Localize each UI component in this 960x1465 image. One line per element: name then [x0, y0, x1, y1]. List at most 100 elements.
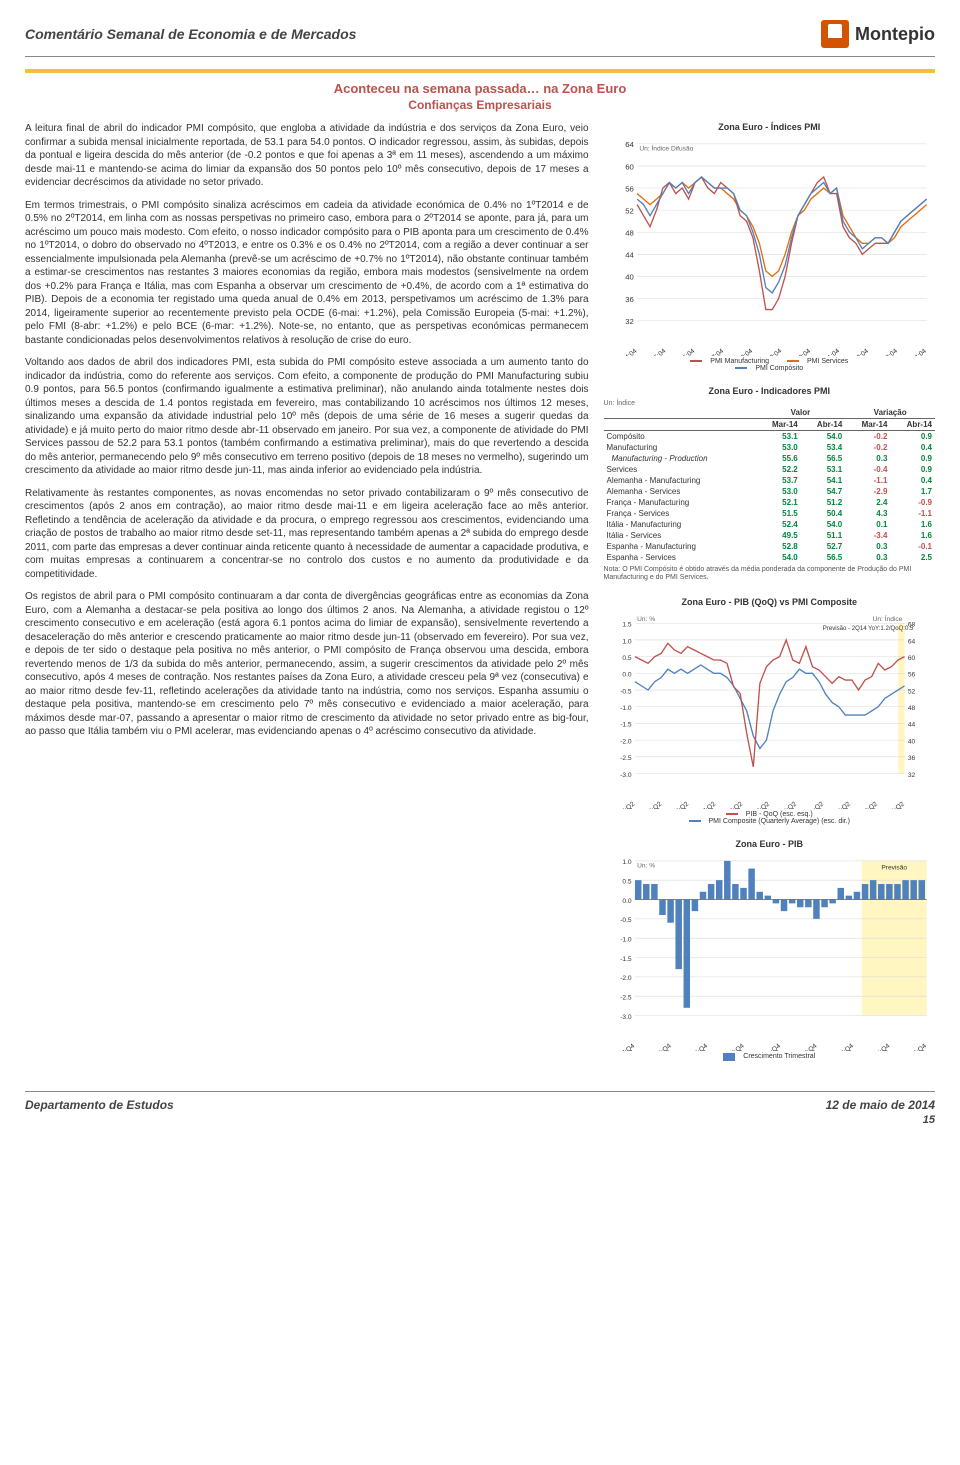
sidebar-charts: Zona Euro - Índices PMI 3236404448525660…	[604, 122, 935, 1075]
svg-text:1.0: 1.0	[622, 638, 632, 645]
svg-text:-2.0: -2.0	[620, 975, 632, 982]
brand-text: Montepio	[855, 24, 935, 45]
chart-legend: PIB - QoQ (esc. esq.) PMI Composite (Qua…	[604, 811, 935, 825]
legend-label: PMI Composite (Quarterly Average) (esc. …	[709, 818, 850, 825]
chart-title: Zona Euro - PIB	[604, 839, 935, 849]
paragraph: Relativamente às restantes componentes, …	[25, 487, 589, 582]
svg-text:Un: %: Un: %	[637, 862, 655, 869]
svg-text:36: 36	[625, 295, 634, 304]
svg-text:-0.5: -0.5	[620, 917, 632, 924]
svg-text:2009:Q4: 2009:Q4	[685, 1042, 709, 1050]
svg-text:48: 48	[625, 229, 634, 238]
svg-text:2010:04: 2010:04	[789, 348, 812, 356]
svg-text:40: 40	[907, 738, 915, 745]
svg-text:48: 48	[907, 705, 915, 712]
svg-text:32: 32	[625, 317, 634, 326]
svg-text:2010:Q2: 2010:Q2	[774, 800, 798, 808]
svg-text:-2.0: -2.0	[620, 738, 632, 745]
svg-text:2004:04: 2004:04	[615, 348, 638, 356]
svg-text:1.5: 1.5	[622, 621, 632, 628]
svg-text:2010:Q4: 2010:Q4	[721, 1042, 745, 1050]
chart-svg: 323640444852566064Un: Índice Difusão2004…	[604, 135, 935, 356]
svg-text:0.5: 0.5	[622, 878, 632, 885]
svg-text:2007:Q4: 2007:Q4	[612, 1042, 636, 1050]
svg-text:52: 52	[625, 206, 634, 215]
svg-text:Un: %: Un: %	[637, 616, 655, 623]
page-header: Comentário Semanal de Economia e de Merc…	[25, 20, 935, 57]
svg-text:2008:04: 2008:04	[731, 348, 754, 356]
svg-text:60: 60	[625, 162, 634, 171]
svg-text:-2.5: -2.5	[620, 755, 632, 762]
svg-text:2005:04: 2005:04	[644, 348, 667, 356]
svg-text:2004:Q2: 2004:Q2	[612, 800, 636, 808]
footer-left: Departamento de Estudos	[25, 1098, 174, 1126]
legend-label: PIB - QoQ (esc. esq.)	[746, 811, 813, 818]
svg-text:2013:Q2: 2013:Q2	[854, 800, 878, 808]
footer-right: 12 de maio de 2014 15	[826, 1098, 935, 1126]
svg-text:36: 36	[907, 755, 915, 762]
paragraph: A leitura final de abril do indicador PM…	[25, 122, 589, 190]
svg-text:2014:Q2: 2014:Q2	[881, 800, 905, 808]
chart-pib-pmi: Zona Euro - PIB (QoQ) vs PMI Composite P…	[604, 597, 935, 825]
chart-svg: Previsão - 2Q14 YoY:1.2/QoQ:0.5 -3.0 -2.5 -…	[604, 610, 935, 809]
svg-text:0.5: 0.5	[622, 655, 632, 662]
svg-text:Un: Índice: Un: Índice	[872, 614, 902, 623]
svg-text:-1.0: -1.0	[620, 705, 632, 712]
svg-text:68: 68	[907, 621, 915, 628]
svg-text:Previsão: Previsão	[881, 864, 907, 871]
svg-text:2012:Q4: 2012:Q4	[794, 1042, 818, 1050]
svg-text:2011:Q4: 2011:Q4	[758, 1042, 782, 1050]
svg-text:2007:Q2: 2007:Q2	[693, 800, 717, 808]
svg-text:Un: Índice Difusão: Un: Índice Difusão	[639, 143, 693, 152]
data-table: ValorVariaçãoMar-14Abr-14Mar-14Abr-14Com…	[604, 407, 935, 563]
svg-text:2008:Q4: 2008:Q4	[648, 1042, 672, 1050]
svg-text:2014:04: 2014:04	[905, 348, 928, 356]
chart-pmi-indices: Zona Euro - Índices PMI 3236404448525660…	[604, 122, 935, 372]
svg-text:-1.0: -1.0	[620, 936, 632, 943]
svg-text:60: 60	[907, 655, 915, 662]
paragraph: Em termos trimestrais, o PMI compósito s…	[25, 199, 589, 348]
svg-text:-3.0: -3.0	[620, 772, 632, 779]
svg-text:2009:04: 2009:04	[760, 348, 783, 356]
svg-text:2012:Q2: 2012:Q2	[827, 800, 851, 808]
svg-text:-0.5: -0.5	[620, 688, 632, 695]
paragraph: Voltando aos dados de abril dos indicado…	[25, 356, 589, 478]
svg-text:2007:04: 2007:04	[702, 348, 725, 356]
svg-text:-2.5: -2.5	[620, 994, 632, 1001]
table-title: Zona Euro - Indicadores PMI	[604, 386, 935, 396]
chart-legend: Crescimento Trimestral	[604, 1053, 935, 1061]
svg-text:-1.5: -1.5	[620, 955, 632, 962]
svg-text:64: 64	[625, 140, 634, 149]
svg-text:2006:04: 2006:04	[673, 348, 696, 356]
table-unit: Un: Índice	[604, 400, 935, 407]
svg-text:2013:04: 2013:04	[876, 348, 899, 356]
svg-text:64: 64	[907, 638, 915, 645]
svg-text:-1.5: -1.5	[620, 722, 632, 729]
section-title: Aconteceu na semana passada… na Zona Eur…	[25, 81, 935, 96]
svg-text:2014:Q4: 2014:Q4	[867, 1042, 891, 1050]
svg-text:2011:Q2: 2011:Q2	[801, 800, 825, 808]
accent-bar	[25, 69, 935, 73]
svg-text:2008:Q2: 2008:Q2	[720, 800, 744, 808]
svg-text:52: 52	[907, 688, 915, 695]
header-title: Comentário Semanal de Economia e de Merc…	[25, 26, 356, 42]
chart-pib: Zona Euro - PIB Previsão-3.0-2.5-2.0-1.5…	[604, 839, 935, 1061]
svg-text:2012:04: 2012:04	[847, 348, 870, 356]
svg-text:0.0: 0.0	[622, 897, 632, 904]
paragraph: Os registos de abril para o PMI compósit…	[25, 590, 589, 739]
body-text: A leitura final de abril do indicador PM…	[25, 122, 589, 1075]
footer-date: 12 de maio de 2014	[826, 1098, 935, 1112]
legend-label: Crescimento Trimestral	[743, 1053, 815, 1060]
svg-text:2015:Q4: 2015:Q4	[904, 1042, 928, 1050]
svg-text:2005:Q2: 2005:Q2	[639, 800, 663, 808]
svg-text:44: 44	[907, 722, 915, 729]
svg-text:Previsão - 2Q14 YoY:1.2/QoQ:0.: Previsão - 2Q14 YoY:1.2/QoQ:0.5	[822, 626, 913, 632]
chart-title: Zona Euro - Índices PMI	[604, 122, 935, 132]
brand-icon	[821, 20, 849, 48]
svg-text:2013:Q4: 2013:Q4	[831, 1042, 855, 1050]
section-subtitle: Confianças Empresariais	[25, 98, 935, 112]
legend-label: PMI Compósito	[755, 365, 803, 372]
brand-logo: Montepio	[821, 20, 935, 48]
chart-title: Zona Euro - PIB (QoQ) vs PMI Composite	[604, 597, 935, 607]
svg-text:2009:Q2: 2009:Q2	[747, 800, 771, 808]
